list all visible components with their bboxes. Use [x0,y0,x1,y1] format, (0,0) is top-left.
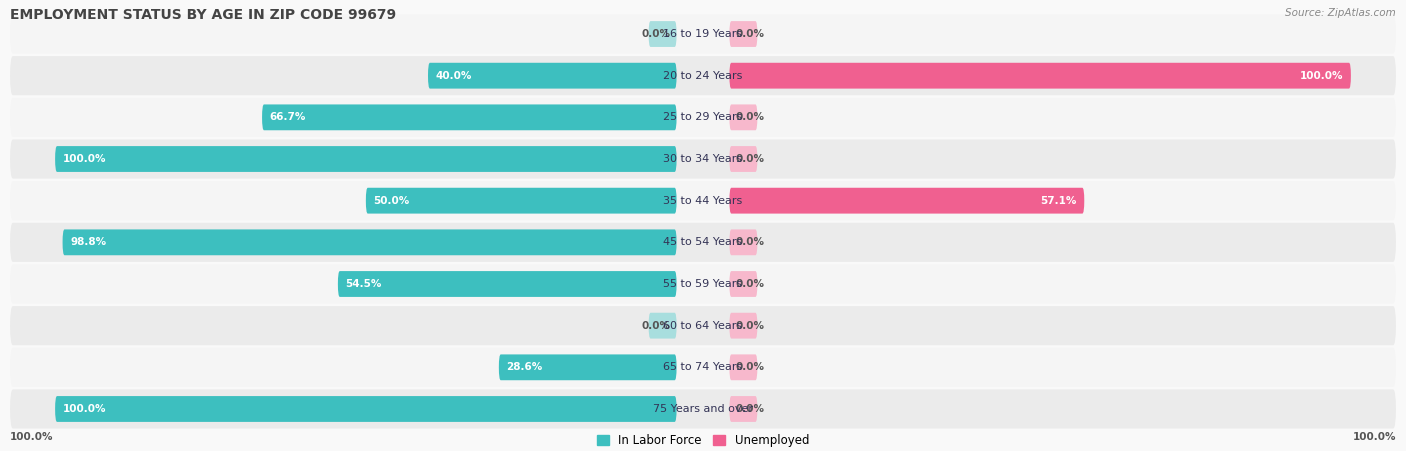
Text: 57.1%: 57.1% [1040,196,1077,206]
FancyBboxPatch shape [10,14,1396,54]
Text: 100.0%: 100.0% [62,404,105,414]
Text: 0.0%: 0.0% [735,29,765,39]
FancyBboxPatch shape [62,230,676,255]
Text: 0.0%: 0.0% [735,404,765,414]
Text: 0.0%: 0.0% [735,112,765,122]
Text: 0.0%: 0.0% [735,321,765,331]
Text: EMPLOYMENT STATUS BY AGE IN ZIP CODE 99679: EMPLOYMENT STATUS BY AGE IN ZIP CODE 996… [10,8,396,22]
Text: 45 to 54 Years: 45 to 54 Years [664,237,742,247]
FancyBboxPatch shape [648,21,676,47]
Text: Source: ZipAtlas.com: Source: ZipAtlas.com [1285,8,1396,18]
Text: 55 to 59 Years: 55 to 59 Years [664,279,742,289]
FancyBboxPatch shape [730,313,758,339]
FancyBboxPatch shape [10,181,1396,220]
FancyBboxPatch shape [730,271,758,297]
FancyBboxPatch shape [10,139,1396,179]
FancyBboxPatch shape [10,389,1396,428]
FancyBboxPatch shape [55,396,676,422]
FancyBboxPatch shape [427,63,676,88]
FancyBboxPatch shape [648,313,676,339]
FancyBboxPatch shape [366,188,676,214]
Text: 0.0%: 0.0% [735,154,765,164]
Text: 65 to 74 Years: 65 to 74 Years [664,362,742,373]
FancyBboxPatch shape [730,21,758,47]
Text: 100.0%: 100.0% [1301,71,1344,81]
Text: 50.0%: 50.0% [374,196,409,206]
FancyBboxPatch shape [337,271,676,297]
Text: 25 to 29 Years: 25 to 29 Years [664,112,742,122]
Text: 20 to 24 Years: 20 to 24 Years [664,71,742,81]
Text: 0.0%: 0.0% [735,279,765,289]
Text: 0.0%: 0.0% [735,237,765,247]
FancyBboxPatch shape [730,396,758,422]
Text: 100.0%: 100.0% [1353,432,1396,442]
FancyBboxPatch shape [730,146,758,172]
Text: 54.5%: 54.5% [346,279,381,289]
Text: 66.7%: 66.7% [270,112,307,122]
Text: 28.6%: 28.6% [506,362,543,373]
FancyBboxPatch shape [10,306,1396,345]
Text: 98.8%: 98.8% [70,237,105,247]
Text: 0.0%: 0.0% [641,321,671,331]
FancyBboxPatch shape [10,348,1396,387]
FancyBboxPatch shape [55,146,676,172]
FancyBboxPatch shape [730,105,758,130]
Text: 40.0%: 40.0% [436,71,472,81]
Legend: In Labor Force, Unemployed: In Labor Force, Unemployed [598,434,808,447]
FancyBboxPatch shape [499,354,676,380]
Text: 0.0%: 0.0% [735,362,765,373]
FancyBboxPatch shape [10,56,1396,95]
FancyBboxPatch shape [262,105,676,130]
Text: 30 to 34 Years: 30 to 34 Years [664,154,742,164]
Text: 75 Years and over: 75 Years and over [652,404,754,414]
Text: 100.0%: 100.0% [62,154,105,164]
Text: 60 to 64 Years: 60 to 64 Years [664,321,742,331]
FancyBboxPatch shape [730,63,1351,88]
Text: 16 to 19 Years: 16 to 19 Years [664,29,742,39]
FancyBboxPatch shape [10,264,1396,304]
FancyBboxPatch shape [10,98,1396,137]
FancyBboxPatch shape [730,354,758,380]
Text: 35 to 44 Years: 35 to 44 Years [664,196,742,206]
FancyBboxPatch shape [730,188,1084,214]
FancyBboxPatch shape [730,230,758,255]
Text: 100.0%: 100.0% [10,432,53,442]
Text: 0.0%: 0.0% [641,29,671,39]
FancyBboxPatch shape [10,223,1396,262]
